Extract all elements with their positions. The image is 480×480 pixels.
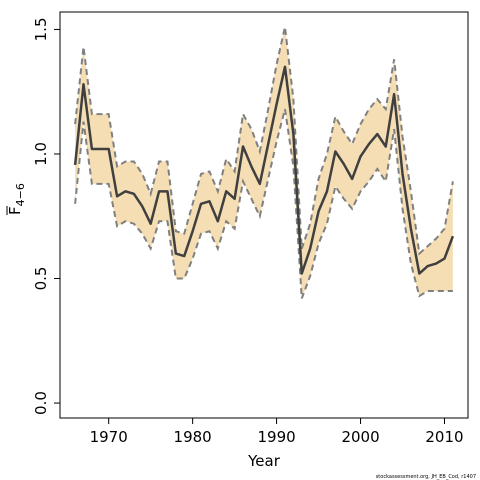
y-tick-label: 0.0 [32,391,50,415]
credit: stockassessment.org, JH_EB_Cod, r1407 [376,474,476,480]
y-label-main: F4−6 [6,183,27,215]
lower-bound [74,108,453,299]
x-tick-label: 1970 [90,428,128,446]
x-tick-label: 2010 [425,428,463,446]
upper-bound [74,26,454,256]
x-tick-label: 1980 [174,428,212,446]
x-axis-label: Year [247,452,281,470]
plot-frame [59,11,469,419]
y-tick-label: 0.5 [32,267,50,291]
y-label-f: F [6,206,24,215]
estimate-line [73,65,455,275]
y-tick-label: 1.0 [32,142,50,166]
x-tick-label: 2000 [341,428,379,446]
y-axis-label: F4−6 [6,183,27,215]
y-label-sub: 4−6 [14,183,27,206]
y-tick-label: 1.5 [32,18,50,42]
x-tick-label: 1990 [257,428,295,446]
